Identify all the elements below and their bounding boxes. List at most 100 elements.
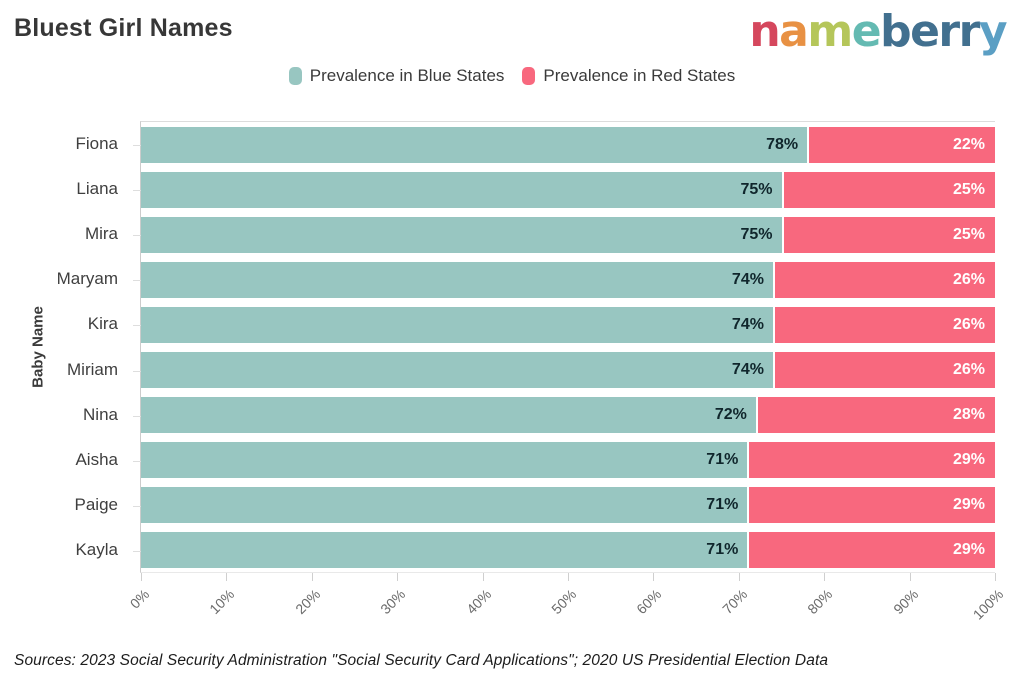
legend: Prevalence in Blue States Prevalence in R… (0, 66, 1024, 86)
logo-letter: y (978, 6, 1008, 57)
page-title: Bluest Girl Names (14, 14, 233, 42)
x-axis-tick (226, 573, 228, 581)
red-states-segment: 29% (747, 486, 995, 523)
red-states-segment: 29% (747, 531, 995, 568)
blue-states-segment: 74% (141, 261, 773, 298)
red-states-segment: 25% (781, 216, 995, 253)
y-axis-tick (133, 551, 141, 553)
blue-states-segment: 74% (141, 306, 773, 343)
category-label: Aisha (75, 449, 118, 469)
blue-value-label: 71% (706, 495, 739, 513)
x-axis-tick-label: 70% (718, 586, 751, 618)
category-label: Nina (83, 404, 118, 424)
bar-row: 75% 25% (141, 216, 995, 253)
x-axis-tick (397, 573, 399, 581)
blue-value-label: 74% (731, 315, 764, 333)
bar-row: 71% 29% (141, 486, 995, 523)
y-axis-tick (133, 370, 141, 372)
red-states-segment: 26% (772, 306, 995, 343)
x-axis-tick (738, 573, 740, 581)
blue-value-label: 72% (714, 405, 747, 423)
logo-letter: r (938, 6, 960, 57)
x-axis-tick-label: 30% (377, 586, 409, 618)
category-label: Mira (84, 223, 118, 243)
blue-states-segment: 74% (141, 351, 773, 388)
category-label: Miriam (67, 359, 118, 379)
red-states-segment: 26% (772, 261, 995, 298)
blue-states-segment: 75% (141, 216, 782, 253)
category-label: Paige (74, 495, 118, 515)
blue-value-label: 75% (740, 180, 773, 198)
x-axis-tick (568, 573, 569, 581)
blue-states-segment: 78% (141, 126, 808, 163)
red-states-segment: 25% (781, 171, 995, 208)
x-axis-tick-label: 90% (889, 586, 921, 618)
bar-row: 71% 29% (141, 531, 995, 568)
logo-letter: b (880, 6, 912, 57)
red-value-label: 26% (952, 315, 985, 333)
blue-value-label: 74% (731, 360, 764, 378)
red-value-label: 28% (952, 405, 985, 423)
x-axis-tick-label: 20% (291, 586, 324, 618)
blue-states-segment: 72% (141, 396, 756, 433)
red-value-label: 25% (952, 225, 985, 243)
category-label: Fiona (75, 133, 118, 153)
x-axis-tick-label: 10% (206, 586, 238, 618)
bar-row: 71% 29% (141, 441, 995, 478)
logo-letter: e (910, 6, 940, 57)
legend-label: Prevalence in Blue States (309, 66, 505, 85)
legend-item: Prevalence in Blue States (288, 66, 505, 86)
red-value-label: 29% (952, 450, 985, 468)
logo-letter: a (779, 6, 809, 57)
plot-area: 78% 22% 75% 25% 75% 25% 74% 26% 74% 26% 74% 26% 72% 2… (127, 121, 1006, 623)
x-axis-tick (482, 573, 484, 581)
x-axis-tick-label: 80% (804, 586, 836, 618)
red-states-segment: 22% (807, 126, 995, 163)
x-axis-tick-label: 50% (548, 586, 580, 618)
y-axis-category-labels: Fiona Liana Mira Maryam Kira Miriam Nina Aisha P… (0, 121, 128, 573)
red-states-segment: 29% (747, 441, 995, 478)
blue-states-segment: 71% (141, 486, 748, 523)
legend-swatch-icon (522, 67, 536, 85)
legend-swatch-icon (288, 67, 302, 85)
red-value-label: 26% (952, 270, 985, 288)
nameberry-logo: nameberry (749, 6, 1008, 57)
bar-row: 78% 22% (141, 126, 995, 163)
logo-letter: m (807, 6, 853, 57)
blue-value-label: 75% (740, 225, 773, 243)
red-states-segment: 28% (755, 396, 995, 433)
y-axis-tick (133, 189, 141, 191)
y-axis-tick (133, 415, 141, 417)
blue-value-label: 71% (706, 450, 739, 468)
y-axis-tick (133, 325, 141, 327)
x-axis-tick (311, 573, 313, 581)
bar-row: 74% 26% (141, 351, 995, 388)
logo-letter: e (851, 6, 882, 57)
sources-note: Sources: 2023 Social Security Administra… (14, 652, 829, 669)
x-axis-tick-label: 0% (126, 586, 153, 612)
x-axis-tick-label: 60% (633, 586, 665, 618)
bar-row: 74% 26% (141, 306, 995, 343)
x-axis-tick-label: 100% (969, 586, 1007, 623)
red-value-label: 22% (952, 135, 985, 153)
category-label: Liana (76, 178, 118, 198)
blue-value-label: 71% (706, 540, 739, 558)
red-value-label: 29% (952, 495, 985, 513)
category-label: Maryam (56, 269, 118, 289)
logo-letter: r (958, 6, 981, 57)
blue-states-segment: 71% (141, 531, 748, 568)
red-value-label: 26% (952, 360, 985, 378)
blue-value-label: 78% (766, 135, 799, 153)
category-label: Kayla (75, 540, 118, 560)
legend-item: Prevalence in Red States (522, 66, 735, 86)
x-axis-tick (995, 573, 996, 581)
y-axis-tick (133, 506, 141, 508)
y-axis-tick (133, 235, 141, 236)
x-axis-tick-label: 40% (462, 586, 494, 618)
bar-row: 75% 25% (141, 171, 995, 208)
red-states-segment: 26% (772, 351, 995, 388)
bar-row: 74% 26% (141, 261, 995, 298)
bar-row: 72% 28% (141, 396, 995, 433)
y-axis-tick (133, 461, 141, 462)
